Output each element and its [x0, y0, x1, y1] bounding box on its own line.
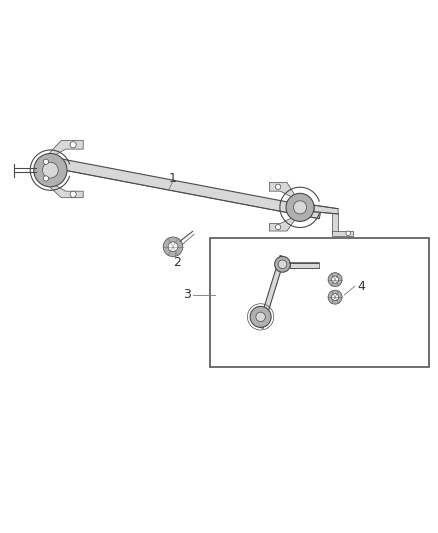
Circle shape [70, 191, 76, 197]
Circle shape [278, 260, 287, 269]
Circle shape [276, 184, 281, 189]
Polygon shape [269, 182, 296, 199]
Polygon shape [290, 263, 319, 268]
Polygon shape [332, 213, 338, 233]
Polygon shape [269, 216, 296, 231]
Polygon shape [314, 205, 338, 214]
Circle shape [168, 242, 178, 252]
Circle shape [256, 312, 265, 321]
Polygon shape [43, 156, 321, 219]
Circle shape [34, 154, 67, 187]
Circle shape [42, 162, 58, 178]
Polygon shape [46, 140, 83, 160]
Circle shape [276, 224, 281, 230]
Text: 4: 4 [357, 280, 365, 293]
Circle shape [346, 231, 350, 236]
Polygon shape [46, 180, 83, 198]
Polygon shape [332, 231, 353, 236]
Circle shape [328, 273, 342, 287]
Circle shape [43, 159, 49, 165]
Circle shape [275, 256, 290, 272]
Bar [210, 238, 429, 367]
Circle shape [332, 276, 339, 283]
Circle shape [332, 294, 339, 301]
Circle shape [328, 290, 342, 304]
Text: 1: 1 [169, 173, 177, 185]
Text: 3: 3 [183, 288, 191, 302]
Circle shape [293, 201, 307, 214]
Circle shape [250, 306, 271, 327]
Circle shape [163, 237, 183, 256]
Polygon shape [258, 255, 285, 328]
Text: 2: 2 [173, 255, 181, 269]
Circle shape [43, 176, 49, 181]
Circle shape [70, 142, 76, 148]
Circle shape [286, 193, 314, 221]
